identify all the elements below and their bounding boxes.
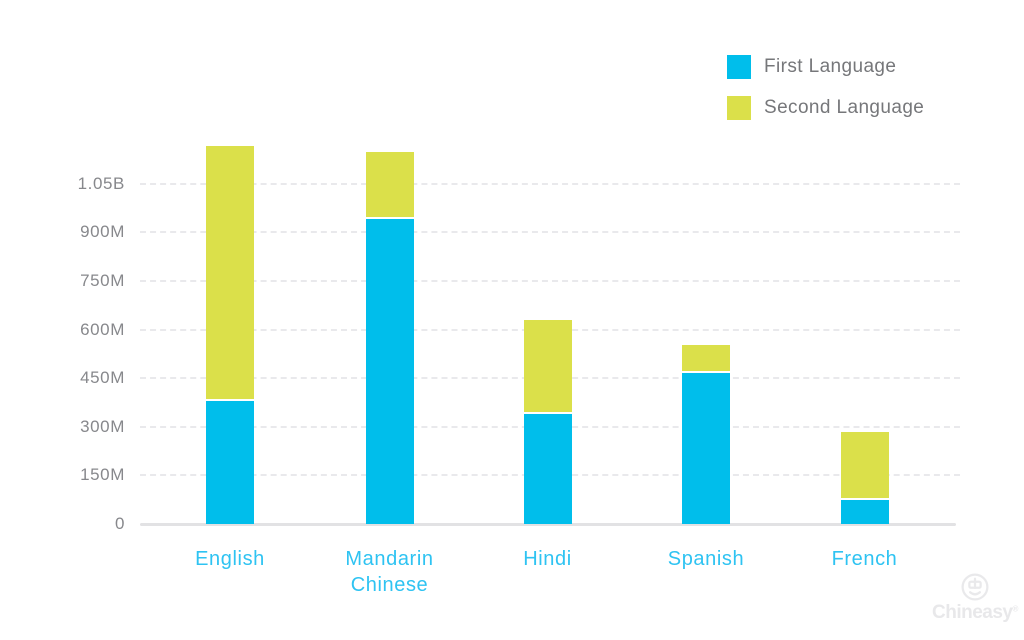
- y-tick-label-150m: 150M: [80, 465, 125, 485]
- x-axis-label-spanish: Spanish: [667, 548, 745, 570]
- y-tick-label-900m: 900M: [80, 222, 125, 242]
- gridline-750m: [140, 280, 960, 282]
- x-axis-label-mandarin-chinese: Mandarin Chinese: [345, 548, 434, 596]
- bar-segment-divider: [840, 498, 889, 500]
- y-tick-label-450m: 450M: [80, 368, 125, 388]
- bar-segment-second-language-english: [206, 146, 254, 399]
- bar-hindi: [523, 320, 572, 524]
- y-tick-label-300m: 300M: [80, 416, 125, 436]
- chineasy-smiley-icon: [961, 573, 989, 601]
- bar-segment-divider: [682, 371, 730, 373]
- registered-mark-icon: ®: [1012, 604, 1019, 614]
- bar-segment-divider: [523, 412, 572, 414]
- legend-label-second-language: Second Language: [764, 97, 925, 118]
- gridline-900m: [140, 231, 960, 234]
- legend-label-first-language: First Language: [764, 56, 897, 77]
- y-tick-label-0: 0: [114, 514, 125, 533]
- bar-segment-first-language-hindi: [523, 414, 572, 524]
- bar-segment-second-language-mandarin-chinese: [365, 152, 414, 217]
- y-tick-label-1.05b: 1.05B: [77, 173, 125, 193]
- bar-french: [840, 432, 889, 524]
- bar-mandarin-chinese: [365, 152, 414, 524]
- x-axis-label-french: French: [831, 548, 898, 570]
- x-axis-label-hindi: Hindi: [523, 548, 572, 570]
- bar-segment-second-language-spanish: [682, 345, 730, 371]
- y-tick-label-750m: 750M: [80, 271, 125, 290]
- bar-segment-first-language-english: [206, 401, 254, 524]
- legend-item-first-language: First Language: [727, 55, 924, 79]
- x-axis-label-english: English: [195, 548, 265, 570]
- x-axis-line: [140, 523, 956, 526]
- bar-segment-divider: [365, 217, 414, 219]
- gridline-1.05b: [140, 182, 960, 185]
- bar-english: [206, 146, 254, 524]
- chineasy-logo: Chineasy®: [932, 572, 1018, 622]
- bar-segment-first-language-mandarin-chinese: [365, 219, 414, 524]
- bar-segment-second-language-hindi: [523, 320, 572, 412]
- bar-segment-second-language-french: [840, 432, 889, 498]
- y-tick-label-600m: 600M: [80, 319, 125, 339]
- bar-segment-divider: [206, 399, 254, 401]
- bar-segment-first-language-french: [840, 500, 889, 524]
- legend-swatch-second-language: [727, 96, 751, 120]
- chineasy-logo-text: Chineasy: [932, 602, 1013, 623]
- bar-spanish: [682, 345, 730, 524]
- legend: First Language Second Language: [727, 55, 924, 120]
- bar-segment-first-language-spanish: [682, 373, 730, 524]
- legend-swatch-first-language: [727, 55, 751, 79]
- legend-item-second-language: Second Language: [727, 96, 924, 120]
